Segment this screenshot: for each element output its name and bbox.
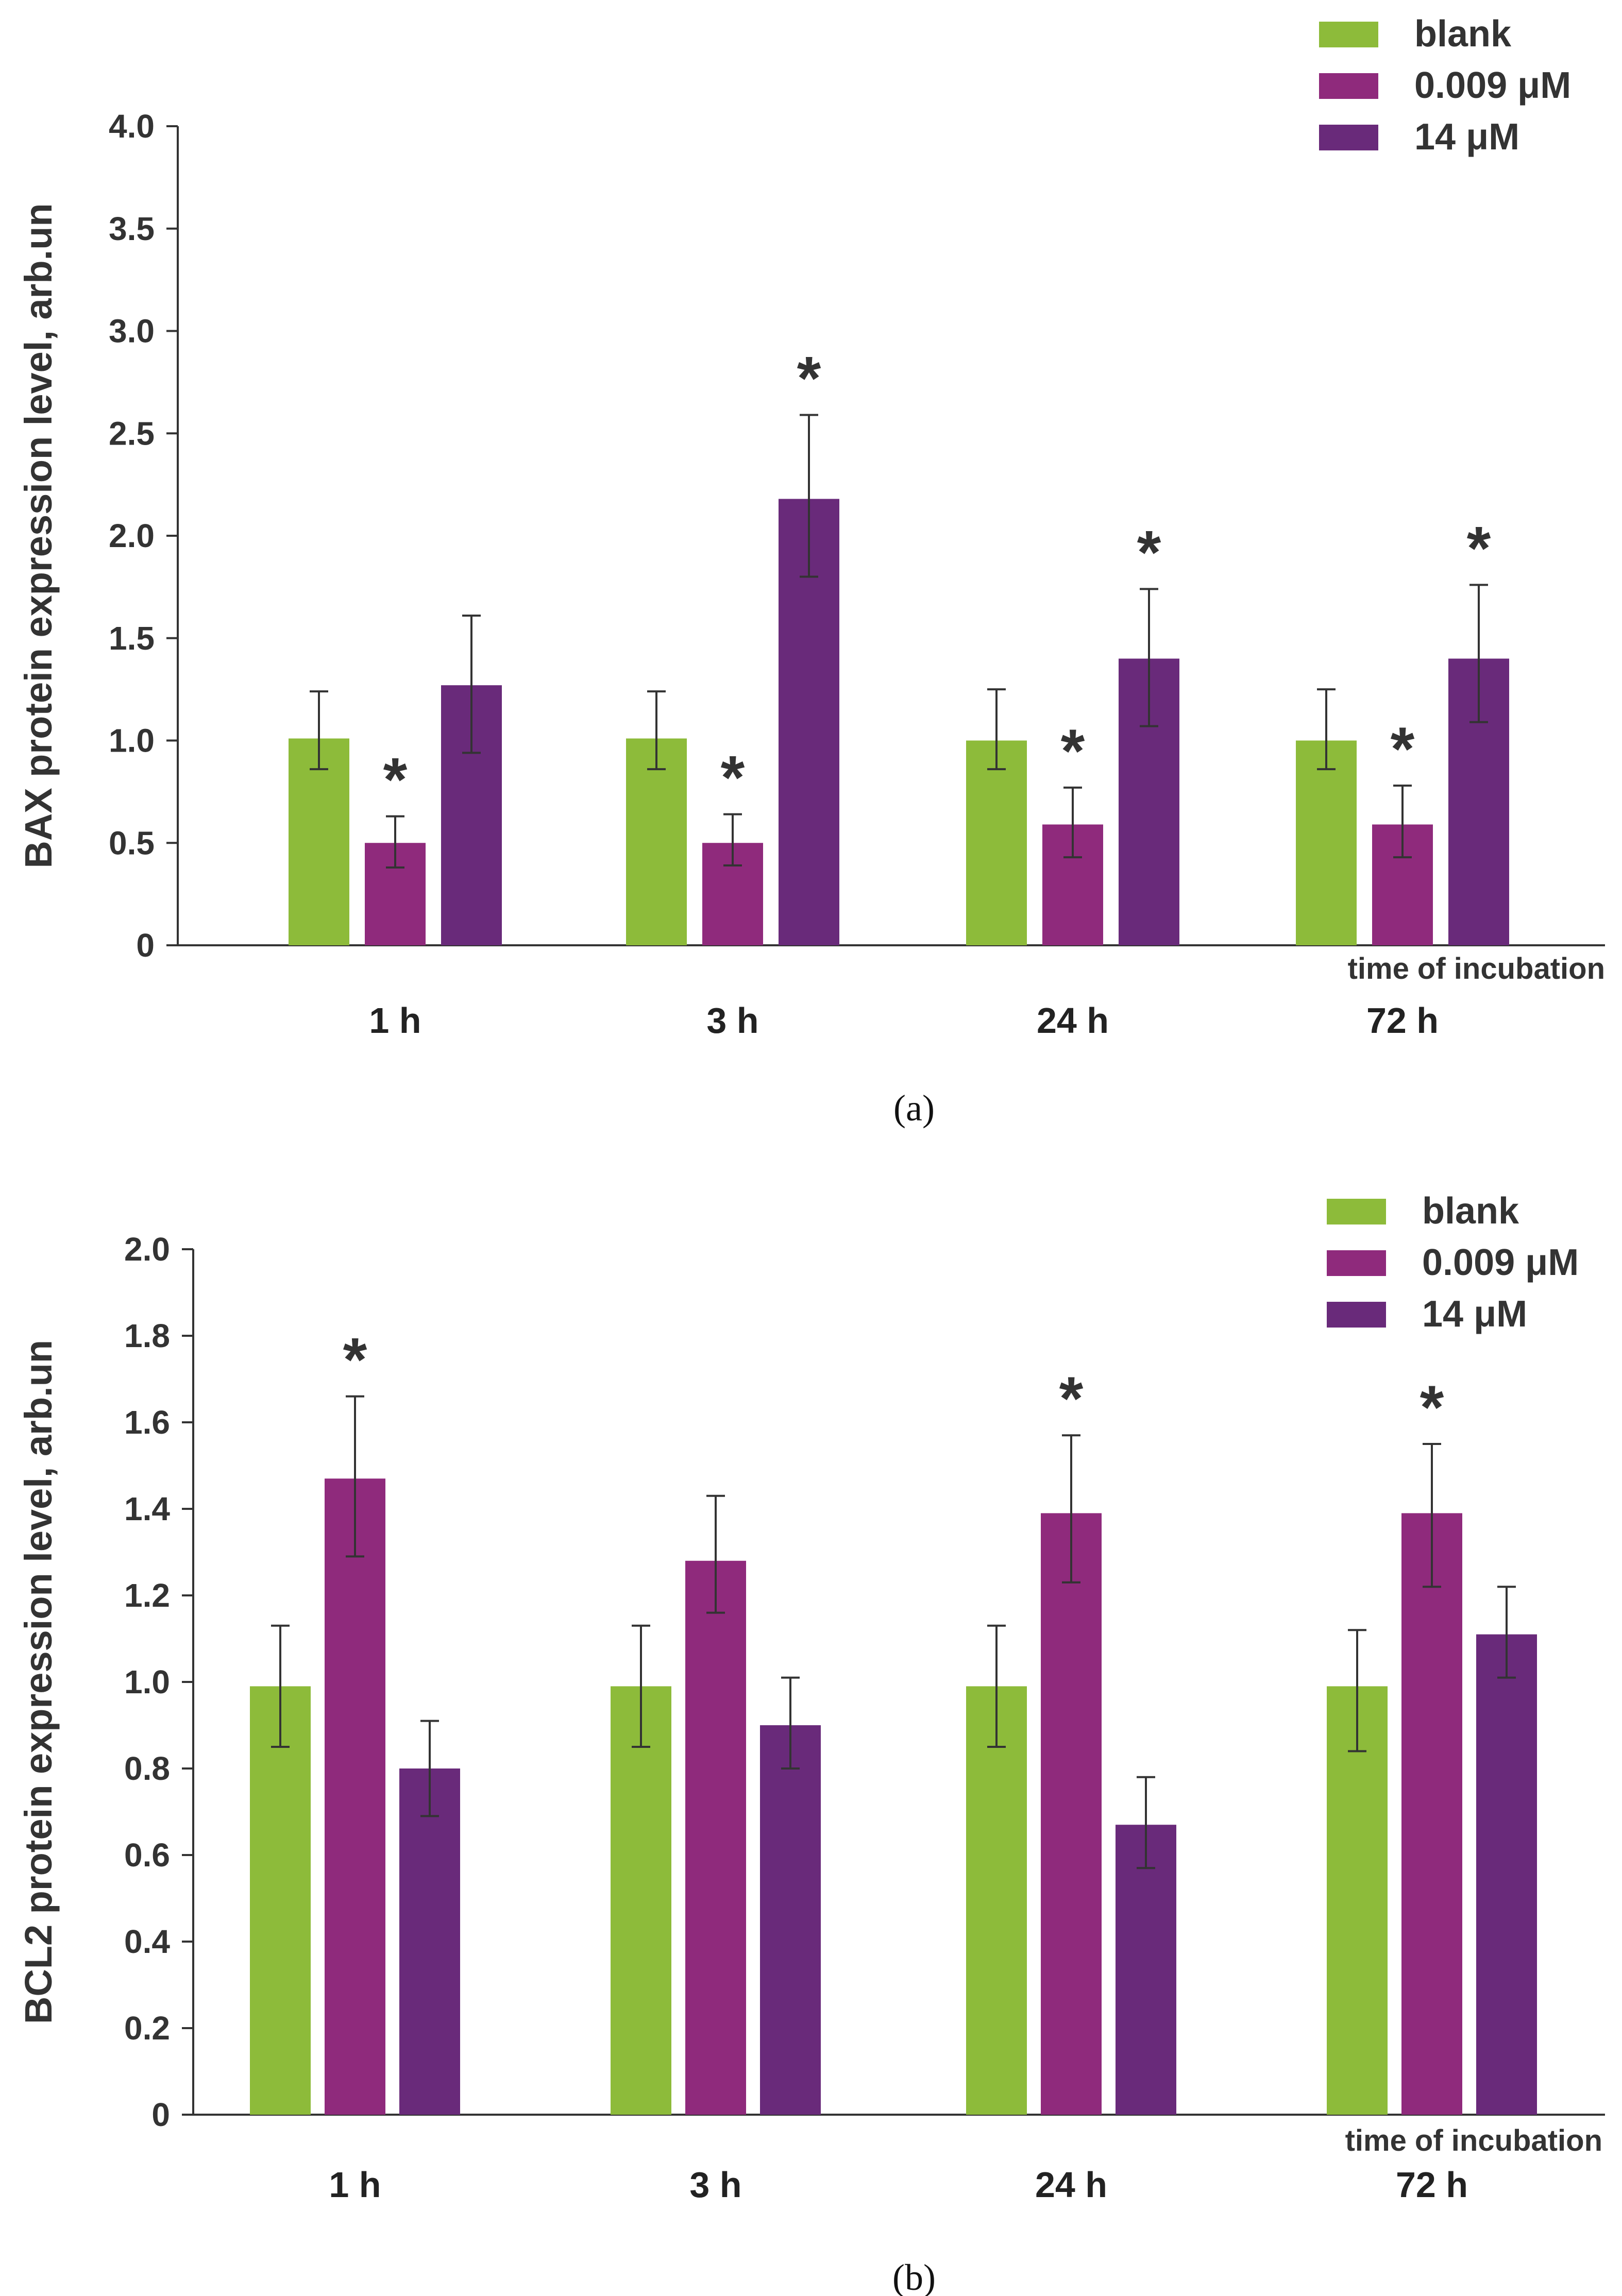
legend-swatch [1327, 1199, 1386, 1224]
x-tick-label: 24 h [1035, 2165, 1107, 2205]
bar [1116, 1825, 1176, 2115]
legend-label: 0.009 μM [1414, 65, 1571, 106]
significance-marker: * [1420, 1373, 1444, 1442]
y-tick-label: 0.8 [124, 1750, 170, 1787]
y-tick-label: 0.5 [109, 824, 155, 861]
legend-label: blank [1422, 1190, 1519, 1232]
y-tick-label: 1.6 [124, 1404, 170, 1441]
y-tick-label: 0.4 [124, 1923, 170, 1960]
bar [325, 1478, 385, 2115]
bar [760, 1725, 821, 2115]
bar [966, 1686, 1027, 2115]
y-tick-label: 4.0 [109, 108, 155, 145]
x-tick-label: 1 h [369, 1000, 421, 1041]
bar [611, 1686, 671, 2115]
y-tick-label: 1.5 [109, 620, 155, 657]
bar [1296, 740, 1357, 945]
y-tick-label: 1.2 [124, 1577, 170, 1614]
significance-marker: * [343, 1325, 367, 1394]
legend-label: 14 μM [1414, 116, 1519, 158]
legend-swatch [1319, 125, 1378, 150]
legend-swatch [1327, 1302, 1386, 1328]
panel-label: (a) [893, 1087, 935, 1129]
significance-marker: * [1061, 717, 1085, 786]
y-tick-label: 2.5 [109, 415, 155, 452]
y-axis-title: BCL2 protein expression level, arb.un [17, 1340, 60, 2024]
legend-swatch [1327, 1250, 1386, 1276]
x-tick-label: 1 h [329, 2165, 381, 2205]
bar [289, 738, 349, 945]
bar [1041, 1513, 1102, 2115]
x-axis-title: time of incubation [1345, 2124, 1602, 2157]
bar [1401, 1513, 1462, 2115]
chart-panel-a: 0 0.5 1.0 1.5 2.0 2.5 3.0 3.5 4.0 BAX protein exp… [17, 13, 1605, 1129]
legend-swatch [1319, 73, 1378, 99]
bar [1476, 1634, 1537, 2115]
y-axis-title: BAX protein expression level, arb.un [17, 203, 60, 868]
significance-marker: * [797, 344, 821, 413]
legend-label: 14 μM [1422, 1294, 1527, 1335]
x-axis-title: time of incubation [1348, 952, 1605, 985]
bar [399, 1768, 460, 2115]
y-tick-label: 0.2 [124, 2010, 170, 2047]
y-tick-label: 1.8 [124, 1317, 170, 1354]
y-tick-label: 2.0 [124, 1231, 170, 1268]
significance-marker: * [1137, 518, 1161, 587]
y-tick-label: 1.0 [124, 1663, 170, 1700]
bar [685, 1560, 746, 2115]
bar [626, 738, 687, 945]
x-tick-label: 3 h [706, 1000, 758, 1041]
y-tick-label: 0 [136, 927, 155, 964]
x-tick-label: 72 h [1366, 1000, 1439, 1041]
significance-marker: * [1391, 715, 1415, 784]
x-tick-label: 3 h [689, 2165, 741, 2205]
x-tick-label: 72 h [1396, 2165, 1468, 2205]
bar [1327, 1686, 1388, 2115]
legend-label: 0.009 μM [1422, 1242, 1579, 1283]
legend-label: blank [1414, 13, 1512, 55]
y-tick-label: 0.6 [124, 1836, 170, 1874]
x-tick-label: 24 h [1037, 1000, 1109, 1041]
significance-marker: * [383, 745, 408, 814]
bar [966, 740, 1027, 945]
y-tick-label: 0 [151, 2096, 170, 2133]
bar [250, 1686, 311, 2115]
y-tick-label: 3.0 [109, 313, 155, 350]
y-tick-label: 3.5 [109, 210, 155, 247]
panel-label: (b) [892, 2257, 936, 2296]
y-tick-label: 1.4 [124, 1490, 170, 1527]
y-tick-label: 1.0 [109, 722, 155, 759]
significance-marker: * [1059, 1364, 1084, 1433]
significance-marker: * [1467, 514, 1491, 583]
y-tick-label: 2.0 [109, 517, 155, 554]
legend-swatch [1319, 22, 1378, 47]
significance-marker: * [721, 743, 745, 812]
chart-panel-b: 0 0.2 0.4 0.6 0.8 1.0 1.2 1.4 1.6 1.8 2.0 BCL2 prot… [17, 1190, 1605, 2296]
